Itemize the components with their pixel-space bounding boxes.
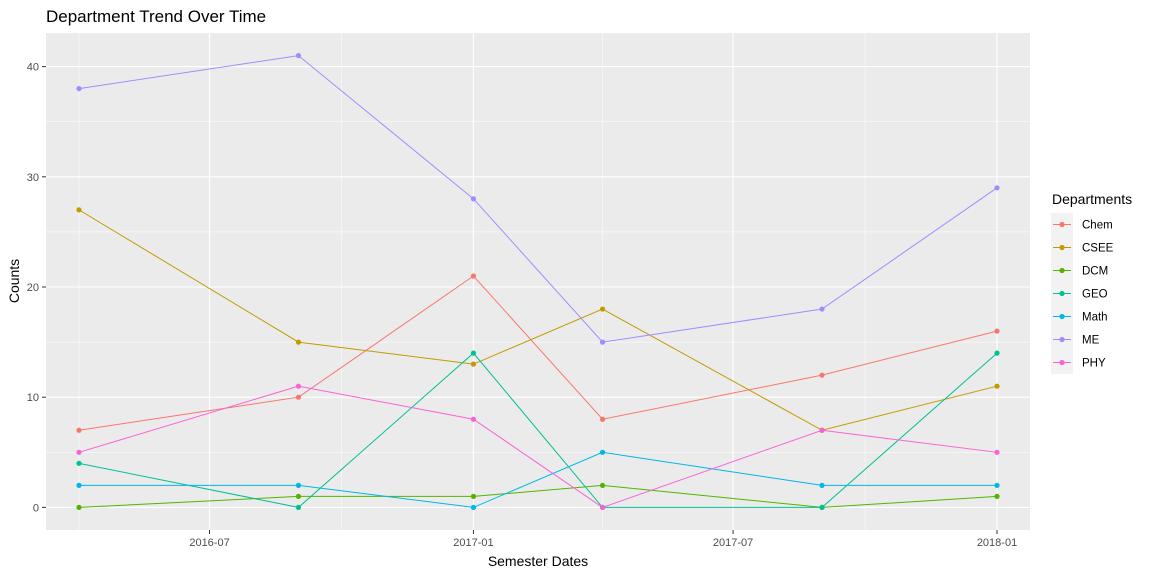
- data-point-csee: [470, 361, 477, 367]
- data-point-phy: [76, 449, 82, 455]
- data-point-math: [295, 482, 302, 488]
- data-point-me: [295, 52, 302, 59]
- legend-label-geo: GEO: [1082, 289, 1108, 301]
- legend-key-point: [1059, 336, 1065, 343]
- y-axis: 0 10 20 30 40: [27, 62, 46, 514]
- data-point-me: [994, 185, 1000, 191]
- data-point-math: [599, 449, 606, 455]
- legend-item-chem: Chem: [1051, 213, 1113, 236]
- series-line-geo: [78, 352, 998, 508]
- series-line-phy: [78, 385, 998, 508]
- data-point-math: [819, 482, 825, 488]
- y-tick-label: 10: [27, 392, 39, 404]
- legend-item-math: Math: [1051, 305, 1108, 328]
- x-axis-title: Semester Dates: [488, 553, 588, 569]
- data-point-phy: [819, 427, 825, 433]
- legend-item-geo: GEO: [1051, 282, 1108, 305]
- y-tick-label: 40: [27, 62, 39, 74]
- legend-key-point: [1059, 221, 1065, 228]
- legend-key-point: [1059, 267, 1065, 274]
- legend-key-point: [1059, 244, 1065, 251]
- data-point-me: [76, 86, 82, 92]
- legend-item-csee: CSEE: [1051, 236, 1114, 259]
- series-line-csee: [78, 209, 998, 431]
- legend-item-dcm: DCM: [1051, 259, 1108, 282]
- data-point-phy: [994, 449, 1000, 455]
- data-point-dcm: [470, 493, 477, 499]
- x-axis: 2016-07 2017-01 2017-07 2018-01: [189, 530, 1017, 549]
- x-tick-label: 2016-07: [189, 537, 229, 549]
- series-line-chem: [78, 275, 998, 431]
- legend-key-point: [1059, 290, 1065, 297]
- data-point-chem: [470, 273, 477, 279]
- legend-label-chem: Chem: [1082, 220, 1113, 232]
- legend-label-math: Math: [1082, 312, 1108, 324]
- legend-item-phy: PHY: [1051, 351, 1106, 374]
- legend-label-csee: CSEE: [1082, 243, 1114, 255]
- legend: Departments Chem CSEE DCM GEO Math ME PHY: [1051, 191, 1132, 374]
- data-point-math: [76, 482, 82, 488]
- data-point-geo: [819, 504, 825, 511]
- legend-item-me: ME: [1051, 328, 1100, 351]
- series-line-dcm: [78, 484, 998, 508]
- chart-title: Department Trend Over Time: [46, 7, 266, 26]
- data-point-phy: [599, 504, 606, 511]
- data-point-csee: [76, 207, 82, 213]
- data-point-csee: [599, 306, 606, 312]
- legend-key-point: [1059, 359, 1065, 366]
- x-tick-label: 2018-01: [977, 537, 1017, 549]
- data-point-chem: [599, 416, 606, 422]
- legend-key-point: [1059, 313, 1065, 320]
- data-point-dcm: [599, 482, 606, 488]
- series-line-me: [78, 55, 998, 343]
- y-axis-title: Counts: [6, 259, 22, 303]
- data-point-csee: [295, 339, 302, 345]
- y-tick-label: 0: [33, 502, 39, 514]
- data-point-math: [994, 482, 1000, 488]
- plot-panel: [46, 33, 1030, 530]
- y-tick-label: 20: [27, 282, 39, 294]
- data-point-phy: [295, 383, 302, 389]
- series-line-math: [78, 451, 998, 508]
- legend-label-me: ME: [1082, 335, 1100, 347]
- legend-label-phy: PHY: [1082, 358, 1106, 370]
- legend-title: Departments: [1052, 191, 1132, 207]
- data-point-dcm: [76, 504, 82, 511]
- data-point-geo: [470, 350, 477, 356]
- legend-label-dcm: DCM: [1082, 266, 1108, 278]
- data-point-chem: [994, 328, 1000, 334]
- data-point-me: [470, 196, 477, 202]
- data-point-chem: [819, 372, 825, 378]
- y-tick-label: 30: [27, 172, 39, 184]
- series-layer: [76, 52, 1000, 511]
- x-tick-label: 2017-07: [713, 537, 753, 549]
- data-point-chem: [295, 394, 302, 400]
- data-point-csee: [994, 383, 1000, 389]
- data-point-geo: [295, 504, 302, 511]
- major-gridlines: [46, 33, 1030, 530]
- data-point-dcm: [994, 493, 1000, 499]
- data-point-math: [470, 504, 477, 511]
- data-point-me: [599, 339, 606, 345]
- data-point-dcm: [295, 493, 302, 499]
- data-point-geo: [76, 460, 82, 466]
- data-point-geo: [994, 350, 1000, 356]
- data-point-chem: [76, 427, 82, 433]
- x-tick-label: 2017-01: [453, 537, 493, 549]
- data-point-phy: [470, 416, 477, 422]
- data-point-me: [819, 306, 825, 312]
